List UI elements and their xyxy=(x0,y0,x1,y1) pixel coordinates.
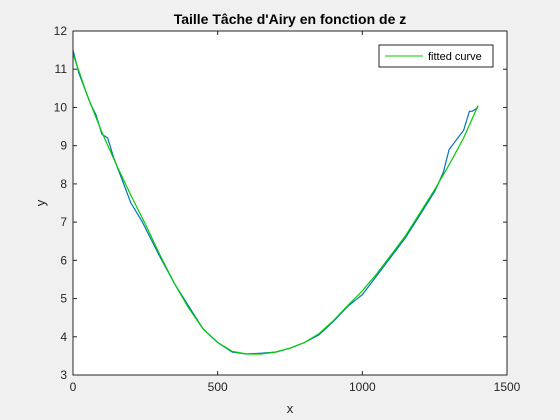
x-tick-label: 0 xyxy=(70,380,77,394)
x-tick-label: 500 xyxy=(208,380,228,394)
series-line-fitted-curve xyxy=(72,53,479,355)
series-layer xyxy=(72,49,479,355)
plot-area xyxy=(73,31,507,375)
x-tick-label: 1500 xyxy=(494,380,521,394)
legend[interactable]: fitted curve xyxy=(378,44,494,68)
y-axis-label: y xyxy=(33,199,48,206)
legend-box xyxy=(378,44,494,68)
y-tick-label: 6 xyxy=(60,253,67,267)
y-tick-label: 4 xyxy=(60,330,67,344)
x-tick-label: 1000 xyxy=(349,380,376,394)
y-tick-label: 12 xyxy=(54,24,68,38)
ticks-layer: 0 500 1000 1500 3 4 5 6 7 8 9 10 11 12 xyxy=(54,24,521,394)
x-axis-label: x xyxy=(287,401,294,416)
y-tick-label: 10 xyxy=(54,100,68,114)
axes-box xyxy=(72,30,508,376)
y-tick-label: 8 xyxy=(60,177,67,191)
chart-title: Taille Tâche d'Airy en fonction de z xyxy=(174,11,407,27)
y-tick-label: 7 xyxy=(60,215,67,229)
y-tick-label: 5 xyxy=(60,292,67,306)
y-tick-label: 11 xyxy=(55,62,68,76)
legend-label-fitted-curve: fitted curve xyxy=(428,51,482,63)
y-tick-label: 9 xyxy=(60,139,67,153)
y-tick-label: 3 xyxy=(60,368,67,382)
